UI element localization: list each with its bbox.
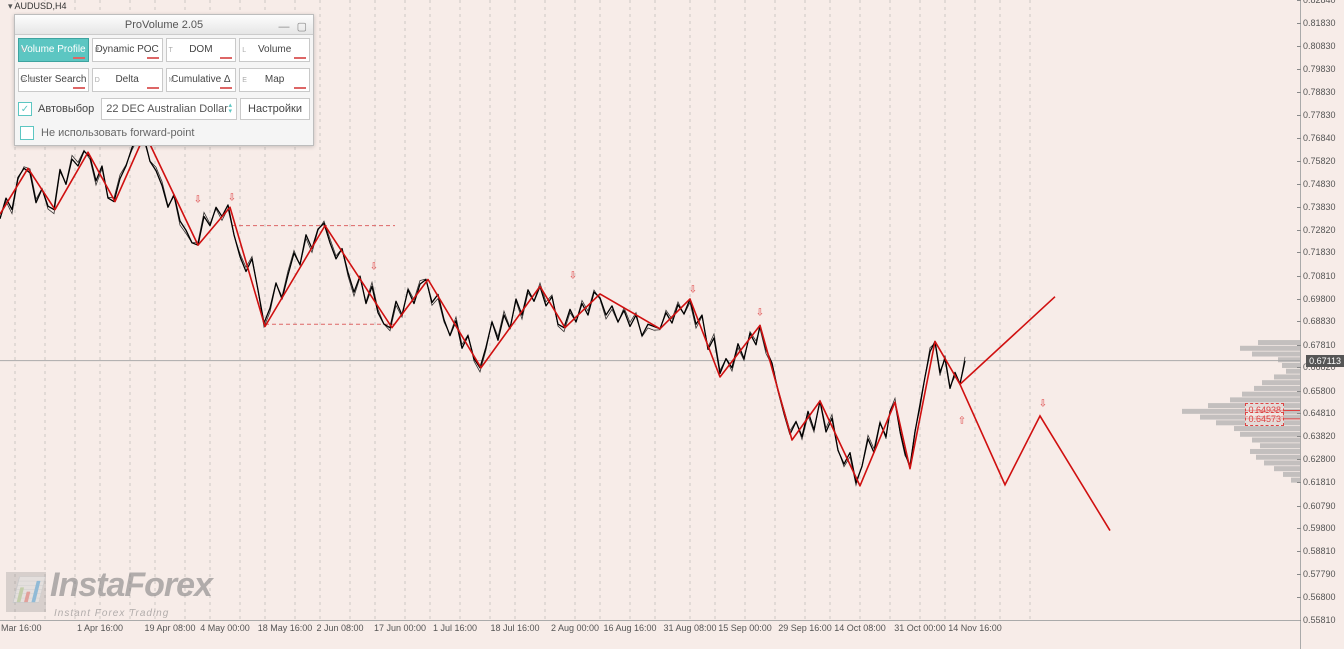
window-title: ProVolume 2.05 <box>125 19 203 31</box>
y-tick: 0.56800 <box>1303 592 1336 602</box>
x-tick: 31 Oct 00:00 <box>894 623 946 633</box>
x-tick: 1 Apr 16:00 <box>77 623 123 633</box>
cumulative--button[interactable]: MCumulative Δ <box>166 68 237 92</box>
noforward-label: Не использовать forward-point <box>41 127 194 139</box>
tool-row-4: Не использовать forward-point <box>15 123 313 145</box>
y-tick: 0.77830 <box>1303 110 1336 120</box>
x-tick: 19 Apr 08:00 <box>144 623 195 633</box>
pair-label: AUDUSD,H4 <box>6 1 69 12</box>
y-tick: 0.63820 <box>1303 431 1336 441</box>
y-tick: 0.64810 <box>1303 408 1336 418</box>
instaforex-logo: InstaForex Instant Forex Trading <box>6 566 212 619</box>
x-tick: 17 Mar 16:00 <box>0 623 42 633</box>
y-tick: 0.59800 <box>1303 523 1336 533</box>
price-level: 0.64573 <box>1245 412 1284 426</box>
y-tick: 0.60790 <box>1303 501 1336 511</box>
volume-button[interactable]: LVolume <box>239 38 310 62</box>
x-tick: 18 May 16:00 <box>258 623 313 633</box>
y-tick: 0.70810 <box>1303 271 1336 281</box>
y-tick: 0.74830 <box>1303 179 1336 189</box>
y-tick: 0.57790 <box>1303 569 1336 579</box>
volume-profile-button[interactable]: VVolume Profile <box>18 38 89 62</box>
provolume-window[interactable]: ProVolume 2.05 — ▢ VVolume ProfilePDynam… <box>14 14 314 146</box>
y-tick: 0.55810 <box>1303 615 1336 625</box>
delta-button[interactable]: DDelta <box>92 68 163 92</box>
dynamic-poc-button[interactable]: PDynamic POC <box>92 38 163 62</box>
x-tick: 4 May 00:00 <box>200 623 250 633</box>
y-tick: 0.71830 <box>1303 247 1336 257</box>
y-tick: 0.72820 <box>1303 225 1336 235</box>
x-tick: 17 Jun 00:00 <box>374 623 426 633</box>
map-button[interactable]: EMap <box>239 68 310 92</box>
y-tick: 0.69800 <box>1303 294 1336 304</box>
x-tick: 16 Aug 16:00 <box>603 623 656 633</box>
tool-row-1: VVolume ProfilePDynamic POCTDOMLVolume <box>15 35 313 65</box>
y-tick: 0.75820 <box>1303 156 1336 166</box>
logo-brand: InstaForex <box>50 566 212 604</box>
x-tick: 2 Aug 00:00 <box>551 623 599 633</box>
x-tick: 15 Sep 00:00 <box>718 623 772 633</box>
autopick-checkbox[interactable] <box>18 102 32 116</box>
x-tick: 14 Oct 08:00 <box>834 623 886 633</box>
y-tick: 0.62800 <box>1303 454 1336 464</box>
settings-button[interactable]: Настройки <box>240 98 310 120</box>
autopick-label: Автовыбор <box>38 103 94 115</box>
x-tick: 18 Jul 16:00 <box>490 623 539 633</box>
y-tick: 0.79830 <box>1303 64 1336 74</box>
window-titlebar[interactable]: ProVolume 2.05 — ▢ <box>15 15 313 35</box>
window-min-icon[interactable]: — ▢ <box>279 17 309 37</box>
y-tick: 0.73830 <box>1303 202 1336 212</box>
y-tick: 0.82840 <box>1303 0 1336 5</box>
instrument-value: 22 DEC Australian Dollar <box>106 103 228 115</box>
cluster-search-button[interactable]: R NCluster Search <box>18 68 89 92</box>
x-tick: 1 Jul 16:00 <box>433 623 477 633</box>
y-tick: 0.81830 <box>1303 18 1336 28</box>
y-tick: 0.80830 <box>1303 41 1336 51</box>
combo-spinner-icon[interactable]: ▴▾ <box>228 103 232 115</box>
tool-row-3: Автовыбор 22 DEC Australian Dollar ▴▾ На… <box>15 95 313 123</box>
y-axis: 0.82840 0.81830 0.80830 0.79830 0.78830 0.778… <box>1300 0 1344 649</box>
y-tick: 0.67810 <box>1303 340 1336 350</box>
y-tick: 0.78830 <box>1303 87 1336 97</box>
y-tick: 0.65800 <box>1303 386 1336 396</box>
x-tick: 29 Sep 16:00 <box>778 623 832 633</box>
x-axis: 17 Mar 16:00 1 Apr 16:00 19 Apr 08:00 4 May… <box>0 620 1300 649</box>
dom-button[interactable]: TDOM <box>166 38 237 62</box>
y-tick: 0.76840 <box>1303 133 1336 143</box>
tool-row-2: R NCluster SearchDDeltaMCumulative ΔEMap <box>15 65 313 95</box>
y-tick: 0.58810 <box>1303 546 1336 556</box>
x-tick: 2 Jun 08:00 <box>316 623 363 633</box>
chart-root: AUDUSD,H4 ⇩⇩⇩⇩⇩⇩⇧⇩ 0.828400.818300.80830… <box>0 0 1344 649</box>
y-tick: 0.61810 <box>1303 477 1336 487</box>
logo-tagline: Instant Forex Trading <box>54 608 212 619</box>
y-tick: 0.68830 <box>1303 316 1336 326</box>
logo-icon <box>6 572 46 612</box>
current-price-badge: 0.67113 <box>1306 355 1344 367</box>
x-tick: 31 Aug 08:00 <box>663 623 716 633</box>
instrument-combo[interactable]: 22 DEC Australian Dollar ▴▾ <box>101 98 237 120</box>
x-tick: 14 Nov 16:00 <box>948 623 1002 633</box>
noforward-checkbox[interactable] <box>20 126 34 140</box>
